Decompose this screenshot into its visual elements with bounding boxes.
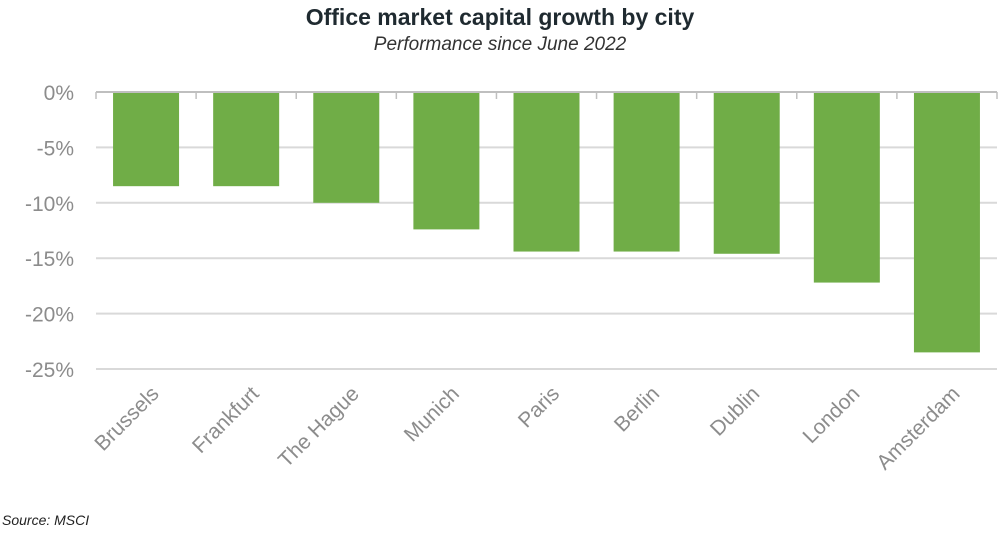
y-tick-label: -10% [25,193,74,216]
x-tick-label: Amsterdam [872,382,964,474]
bar-amsterdam [913,92,980,353]
bar-the-hague [313,92,380,203]
x-tick-label: Berlin [610,382,664,436]
bar-london [813,92,880,283]
bar-paris [513,92,580,252]
x-tick-label: The Hague [274,382,364,472]
bar-frankfurt [213,92,280,187]
bar-brussels [113,92,180,187]
y-tick-label: 0% [44,82,74,105]
x-tick-label: Paris [514,382,564,432]
bar-dublin [713,92,780,254]
y-tick-label: -25% [25,359,74,382]
x-tick-label: Dublin [706,382,764,440]
y-tick-label: -20% [25,304,74,327]
x-tick-label: London [799,382,865,448]
chart-title: Office market capital growth by city [305,4,695,30]
x-tick-label: Frankfurt [188,382,264,458]
chart-subtitle: Performance since June 2022 [373,34,627,55]
x-tick-label: Brussels [90,382,163,455]
bar-munich [413,92,480,230]
y-tick-label: -15% [25,248,74,271]
source-note: Source: MSCI [2,512,90,528]
x-tick-label: Munich [400,382,464,446]
bar-berlin [613,92,680,252]
y-tick-label: -5% [37,137,74,160]
